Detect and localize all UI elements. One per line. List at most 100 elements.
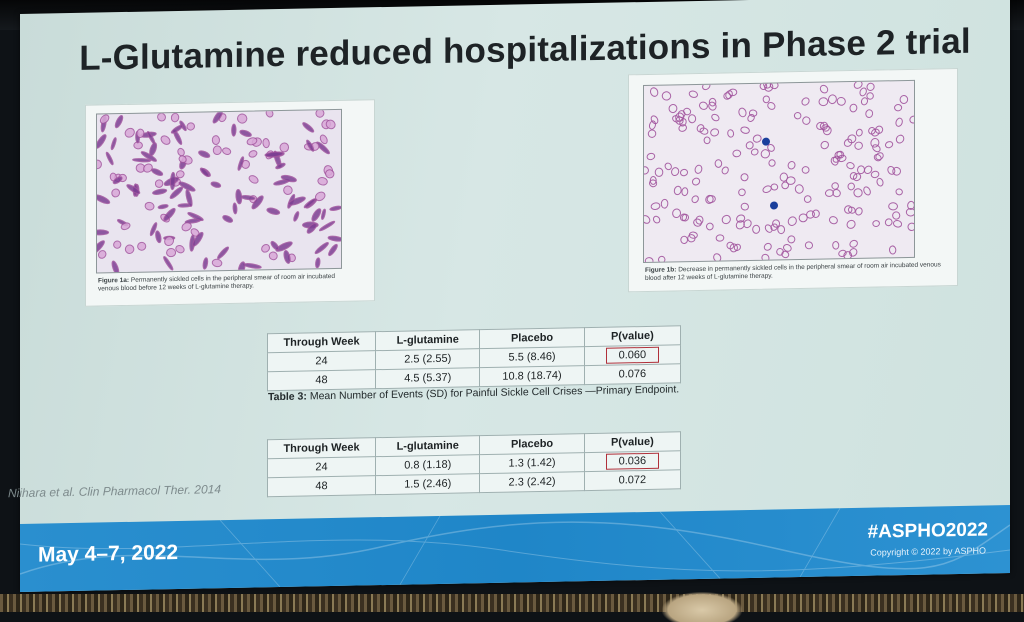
blood-cell — [163, 207, 176, 222]
blood-cell — [905, 207, 914, 217]
blood-cell — [895, 134, 905, 144]
blood-cell — [695, 215, 704, 225]
blood-cell — [747, 114, 755, 122]
blood-cell — [283, 250, 291, 264]
table-cell: 5.5 (8.46) — [479, 346, 585, 368]
blood-cell — [99, 114, 110, 124]
blood-cell — [97, 240, 105, 255]
blood-cell — [710, 128, 720, 137]
table-header-cell: Through Week — [267, 331, 376, 353]
blood-cell — [266, 207, 281, 215]
blood-cell — [680, 168, 689, 177]
table-header-cell: L-glutamine — [375, 329, 480, 351]
blood-cell — [683, 107, 692, 116]
blood-cell — [235, 189, 243, 205]
results-table-painful-crises: Through Week L-glutamine Placebo P(value… — [267, 325, 681, 392]
blood-cell — [246, 137, 258, 146]
blood-cell — [321, 208, 326, 220]
blood-cell — [762, 185, 772, 194]
blood-cell — [275, 162, 286, 170]
blood-cell — [237, 156, 245, 171]
blood-cell — [248, 175, 259, 184]
blood-cell — [871, 128, 880, 137]
blood-cell — [750, 148, 759, 156]
figure-1b-text: Decrease in permanently sickled cells in… — [645, 261, 941, 282]
blood-cell — [166, 248, 177, 258]
blood-cell — [781, 250, 790, 259]
blood-cell — [708, 97, 717, 107]
highlighted-p-value: 0.060 — [605, 346, 660, 364]
blood-cell — [828, 216, 838, 225]
blood-cell — [327, 235, 341, 242]
blood-cell — [222, 215, 234, 223]
blood-cell — [740, 202, 749, 211]
blood-cell — [868, 126, 876, 135]
blood-cell — [264, 151, 284, 158]
blood-cell — [311, 208, 322, 222]
blood-cell — [120, 222, 131, 231]
table-cell: 48 — [267, 369, 376, 391]
blood-cell — [715, 234, 725, 242]
blood-cell — [763, 242, 772, 251]
blood-cell — [325, 169, 335, 179]
blood-cell — [237, 261, 246, 273]
blood-cell — [819, 84, 829, 94]
conference-dates: May 4–7, 2022 — [38, 540, 179, 567]
blood-cell — [688, 90, 698, 98]
blood-cell — [895, 188, 903, 196]
blood-cell — [318, 220, 336, 232]
blood-cell — [163, 256, 174, 271]
blood-cell — [175, 245, 185, 254]
blood-cell — [325, 119, 336, 130]
blood-cell — [772, 219, 781, 228]
blood-cell — [155, 230, 162, 244]
blood-cell — [843, 138, 853, 147]
blood-cell — [654, 167, 664, 177]
blood-cell — [745, 141, 754, 150]
blood-cell — [863, 186, 871, 196]
blood-cell — [847, 182, 855, 191]
table-cell: 0.8 (1.18) — [375, 454, 480, 476]
blood-cell — [836, 96, 846, 106]
blood-cell — [212, 145, 222, 156]
blood-cell — [713, 253, 722, 263]
blood-cell — [688, 114, 697, 124]
blood-cell — [178, 181, 196, 192]
blood-cell — [268, 251, 278, 261]
blood-cell — [711, 113, 720, 122]
blood-cell — [112, 176, 123, 185]
table-cell: 4.5 (5.37) — [375, 367, 480, 389]
blood-cell — [144, 201, 155, 211]
blood-cell — [217, 246, 230, 260]
blood-cell — [860, 97, 869, 106]
blood-cell — [211, 135, 220, 145]
blood-cell — [178, 155, 187, 163]
blood-cell — [699, 127, 709, 135]
blood-cell — [844, 205, 853, 214]
blood-cell — [693, 218, 702, 227]
blood-cell — [649, 87, 659, 97]
blood-cell — [124, 127, 135, 138]
blood-cell — [675, 116, 684, 125]
blood-cell — [186, 122, 195, 131]
blood-cell — [114, 115, 124, 129]
blood-cell — [306, 139, 315, 152]
blood-cell — [714, 159, 723, 168]
blood-cell — [170, 124, 184, 134]
blood-cell — [691, 177, 701, 186]
table-cell: 0.036 — [584, 450, 681, 472]
blood-cell — [855, 128, 863, 137]
table-cell: 0.076 — [584, 363, 681, 385]
blood-cell — [837, 154, 847, 163]
blood-cell — [680, 235, 689, 244]
blood-cell — [870, 170, 880, 179]
blood-cell — [846, 162, 855, 170]
blood-cell — [821, 124, 830, 132]
blood-cell — [143, 163, 153, 173]
blood-cell — [803, 195, 812, 203]
blood-cell — [678, 124, 687, 132]
blood-cell — [211, 258, 223, 268]
blood-cell — [907, 200, 914, 210]
blood-cell — [728, 88, 738, 97]
blood-cell — [779, 172, 788, 182]
